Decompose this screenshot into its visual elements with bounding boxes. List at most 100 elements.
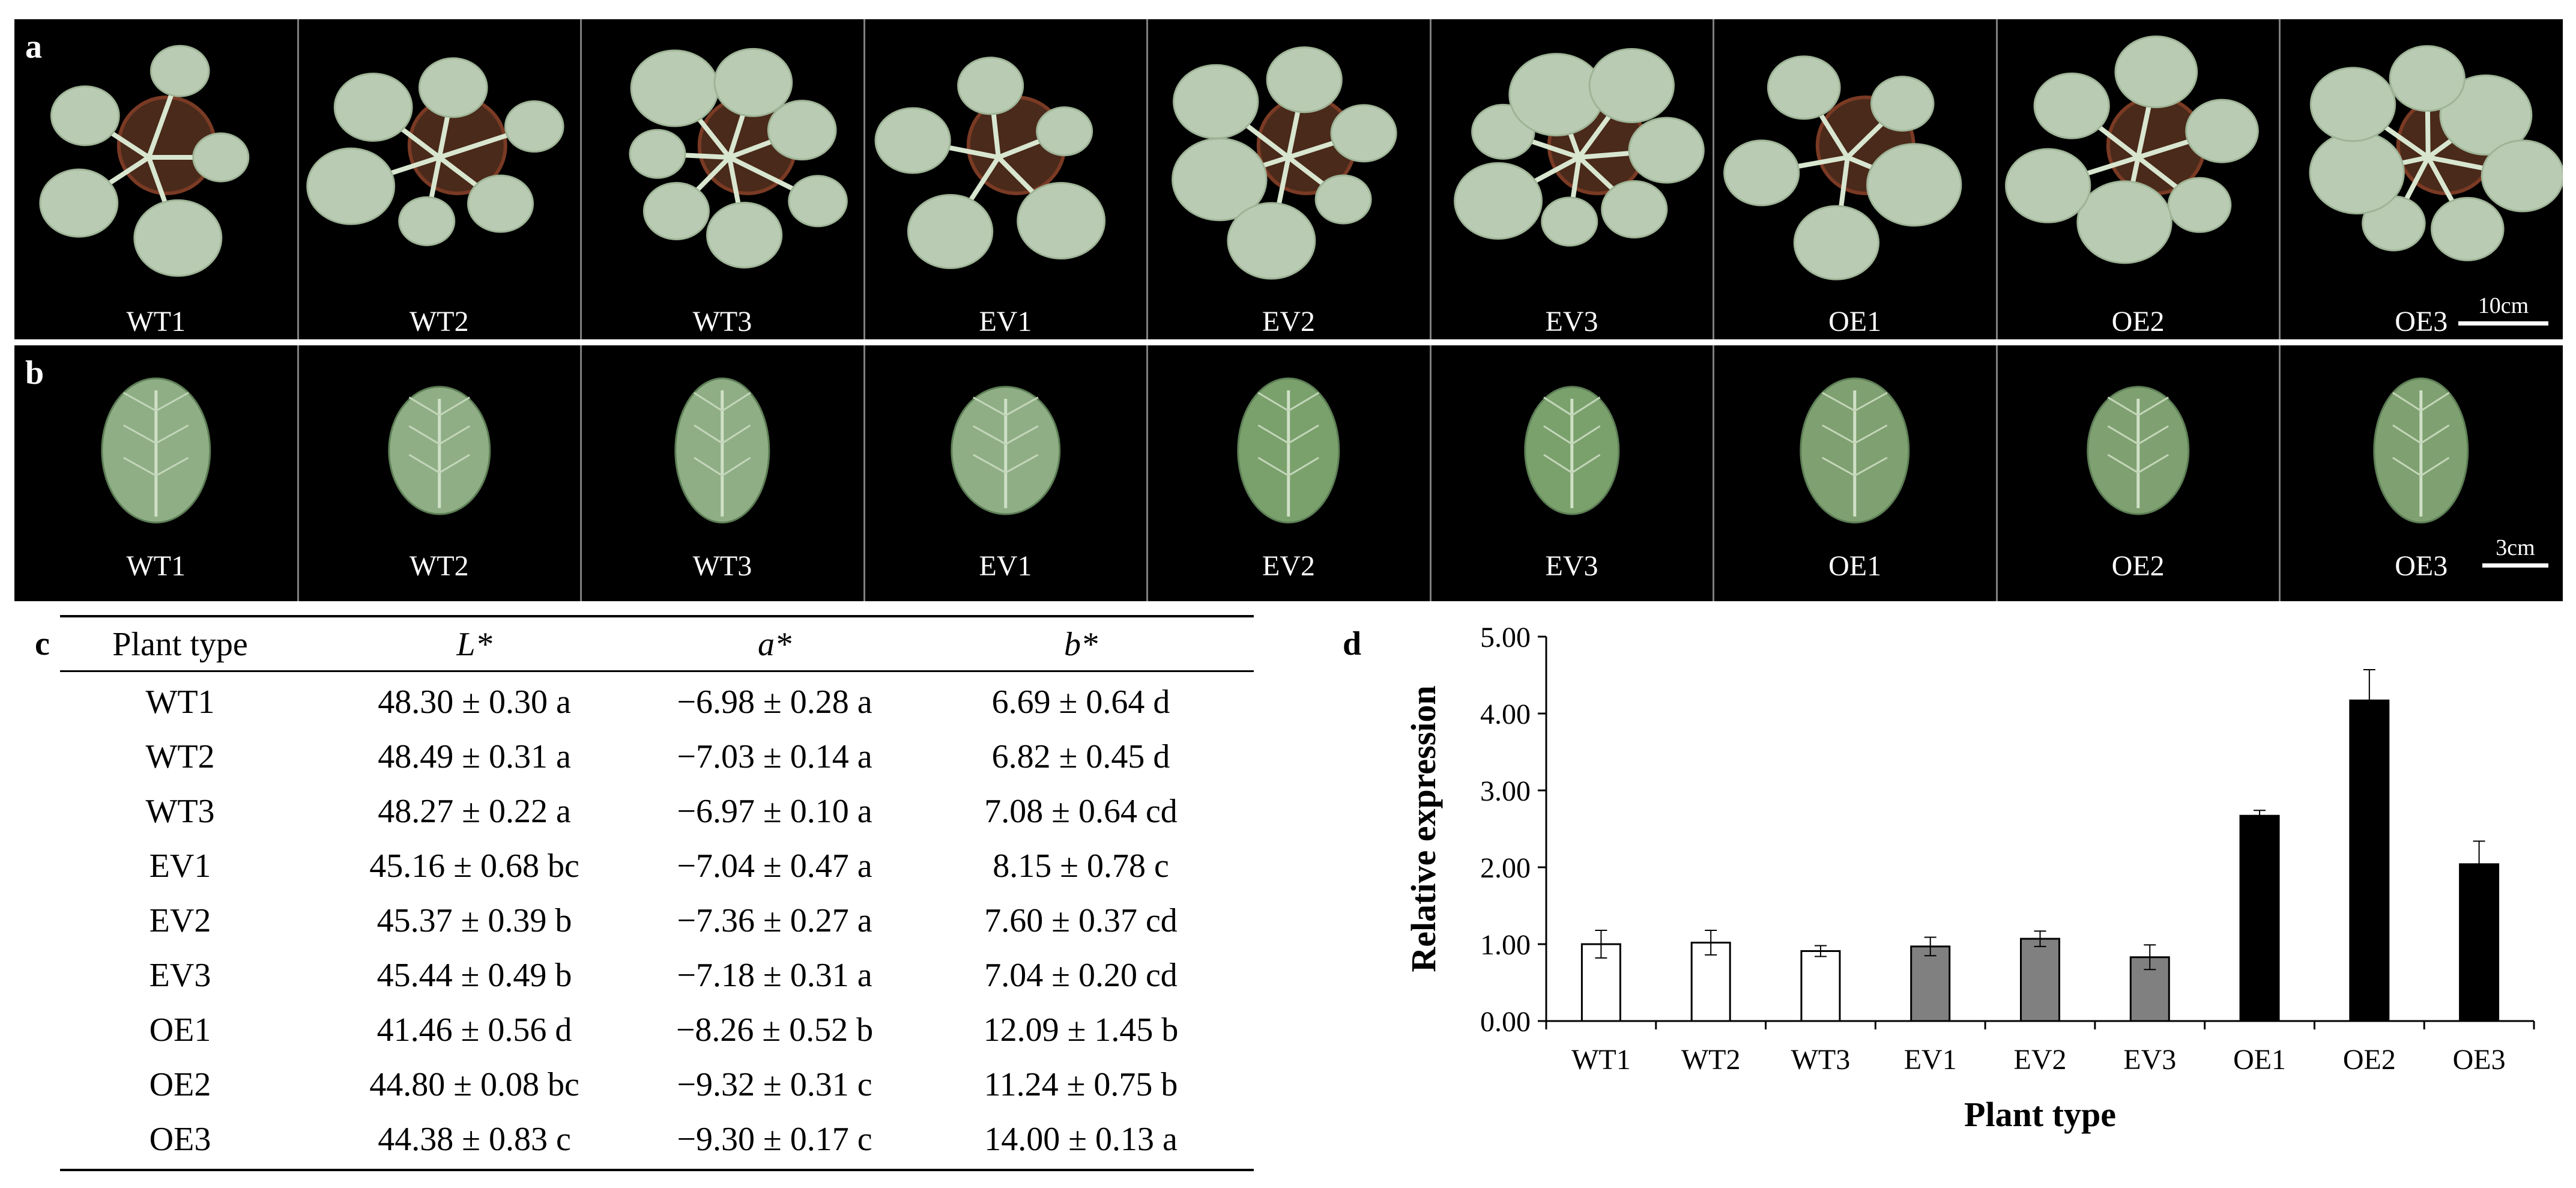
panel_b-photo-panel: EV1 [864, 345, 1147, 601]
leaf-vein [2392, 456, 2422, 477]
leaf [2310, 67, 2396, 142]
strip-divider [14, 339, 2563, 345]
table-cell: −7.04 ± 0.47 a [677, 847, 872, 885]
leaf-vein [2107, 453, 2139, 474]
leaf-photo [950, 386, 1060, 515]
leaf [1723, 139, 1800, 207]
leaf [2076, 180, 2172, 264]
panel_a-photo-panel: WT3 [581, 19, 864, 339]
leaf-photo [1800, 377, 1910, 524]
leaf-photo [1524, 386, 1620, 515]
leaf-vein [156, 456, 189, 477]
x-axis-title: Plant type [1964, 1095, 2116, 1134]
table-cell: 11.24 ± 0.75 b [984, 1066, 1178, 1103]
leaf-vein [694, 424, 723, 444]
table-cell: 48.27 ± 0.22 a [378, 793, 571, 830]
table-row: OE3 44.38 ± 0.83 c −9.30 ± 0.17 c 14.00 ± 0… [60, 1112, 1254, 1166]
leaf-vein [1288, 424, 1320, 444]
scale-bar-line [2482, 563, 2548, 568]
panel_b-photo-panel: EV2 [1147, 345, 1430, 601]
x-category-label: OE3 [2453, 1044, 2506, 1076]
leaf [2481, 139, 2563, 213]
leaf-vein [1571, 453, 1601, 474]
leaf-photo [1237, 377, 1340, 524]
leaf [2167, 177, 2232, 233]
bar-wt2 [1690, 941, 1731, 1022]
plant-photo [306, 57, 564, 246]
table-cell: EV1 [149, 847, 211, 885]
table-top-rule [60, 615, 1254, 617]
panel_a-photo-panel: OE1 [1713, 19, 1997, 339]
panel-separator [297, 19, 299, 339]
leaf-vein [1257, 392, 1289, 412]
leaf-vein [123, 424, 157, 444]
table-row: OE2 44.80 ± 0.08 bc −9.32 ± 0.31 c 11.24 ± … [60, 1058, 1254, 1112]
bar-oe2 [2349, 699, 2390, 1022]
photo-label: OE1 [1828, 306, 1882, 338]
leaf-vein [2137, 453, 2169, 474]
leaf [150, 44, 210, 97]
panel-separator [580, 345, 582, 601]
scale-bar-label: 10cm [2478, 293, 2529, 318]
panel-letter-d: d [1343, 625, 1362, 662]
panel-letter-b: b [25, 354, 44, 392]
leaf-vein [2392, 424, 2422, 444]
table-cell: OE1 [149, 1011, 211, 1049]
header-plant-type: Plant type [112, 626, 248, 663]
plant-photo [629, 47, 848, 268]
panel-separator [2279, 19, 2281, 339]
panel-a-photo-strip: WT1 WT2 WT3 EV1 EV2 EV3 OE1 OE2 OE3 a 10cm [14, 19, 2563, 339]
y-tick-label: 5.00 [1480, 625, 1531, 653]
photo-label: WT2 [410, 306, 469, 338]
leaf [2185, 98, 2259, 163]
leaf-vein [1543, 396, 1573, 416]
leaf [642, 181, 710, 240]
panel-separator [863, 345, 865, 601]
leaf [1173, 64, 1259, 139]
leaf-vein [2107, 425, 2139, 445]
x-category-label: EV2 [2014, 1044, 2067, 1076]
scale-bar-label: 3cm [2496, 535, 2535, 560]
leaf-vein [972, 425, 1006, 445]
leaf-vein [156, 392, 189, 412]
leaf [1866, 143, 1962, 227]
leaf-vein [408, 453, 440, 474]
x-category-label: WT3 [1791, 1044, 1851, 1076]
leaf-vein [722, 392, 751, 412]
leaf-vein [1005, 453, 1039, 474]
table-cell: −9.32 ± 0.31 c [677, 1066, 872, 1103]
table-row: WT2 48.49 ± 0.31 a −7.03 ± 0.14 a 6.82 ± 0.… [60, 730, 1254, 784]
panel-separator [1713, 345, 1715, 601]
panel_b-photo-panel: OE3 [2279, 345, 2563, 601]
leaf [2033, 72, 2110, 139]
table-cell: 45.16 ± 0.68 bc [369, 847, 579, 885]
panel-separator [1146, 19, 1149, 339]
leaf-vein [2137, 396, 2169, 416]
photo-label: EV3 [1545, 550, 1598, 582]
panel_a-photo-panel: EV3 [1430, 19, 1714, 339]
photo-label: EV1 [979, 306, 1032, 338]
leaf-vein [2107, 396, 2139, 416]
x-category-label: WT1 [1571, 1044, 1631, 1076]
photo-label: EV2 [1262, 550, 1315, 582]
leaf [874, 107, 951, 174]
photo-label: OE2 [2111, 306, 2165, 338]
plant-photo [1172, 46, 1397, 280]
x-category-label: WT2 [1681, 1044, 1741, 1076]
plant-photo [874, 56, 1105, 270]
leaf [957, 56, 1024, 115]
photo-label: EV1 [979, 550, 1032, 582]
leaf [2389, 45, 2466, 112]
leaf-vein [123, 456, 157, 477]
table-cell: −7.36 ± 0.27 a [677, 902, 872, 939]
y-tick-label: 0.00 [1480, 1006, 1531, 1038]
leaf [2431, 196, 2505, 261]
table-cell: −8.26 ± 0.52 b [676, 1011, 874, 1049]
leaf-vein [1571, 425, 1601, 445]
photo-label: WT2 [410, 550, 469, 582]
table-row: WT3 48.27 ± 0.22 a −6.97 ± 0.10 a 7.08 ± 0.… [60, 784, 1254, 838]
y-tick-label: 2.00 [1480, 852, 1531, 884]
table-cell: OE2 [149, 1066, 211, 1103]
leaf-vein [722, 424, 751, 444]
y-axis-title: Relative expression [1404, 685, 1443, 972]
